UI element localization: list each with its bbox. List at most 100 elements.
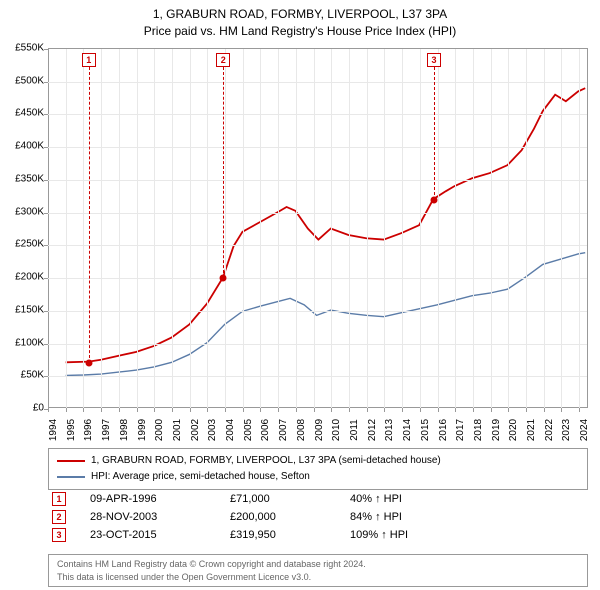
plot-svg: [48, 49, 587, 408]
y-tick-label: £300K: [15, 206, 44, 217]
chart-title-block: 1, GRABURN ROAD, FORMBY, LIVERPOOL, L37 …: [0, 0, 600, 40]
gridline-v: [438, 49, 439, 408]
marker-box-1: 1: [82, 53, 96, 67]
plot-area: 123: [48, 48, 588, 408]
x-tick-label: 2000: [154, 419, 165, 441]
y-tick-label: £450K: [15, 108, 44, 119]
x-tick-label: 2014: [402, 419, 413, 441]
y-tick-label: £250K: [15, 239, 44, 250]
x-tick-label: 2007: [278, 419, 289, 441]
sale-row: 228-NOV-2003£200,00084% ↑ HPI: [48, 508, 588, 526]
x-tick-label: 1997: [101, 419, 112, 441]
x-tick-label: 2012: [367, 419, 378, 441]
gridline-v: [296, 49, 297, 408]
x-tick-label: 2021: [526, 419, 537, 441]
y-tick-mark: [44, 213, 48, 214]
gridline-v: [455, 49, 456, 408]
y-tick-mark: [44, 180, 48, 181]
gridline-v: [402, 49, 403, 408]
gridline-v: [101, 49, 102, 408]
title-line-2: Price paid vs. HM Land Registry's House …: [0, 23, 600, 40]
marker-box-2: 2: [216, 53, 230, 67]
y-tick-mark: [44, 245, 48, 246]
gridline-v: [331, 49, 332, 408]
marker-dot-1: [85, 359, 92, 366]
gridline-h: [48, 278, 587, 279]
x-tick-label: 2018: [473, 419, 484, 441]
sale-row: 323-OCT-2015£319,950109% ↑ HPI: [48, 526, 588, 544]
gridline-v: [473, 49, 474, 408]
gridline-h: [48, 376, 587, 377]
y-tick-label: £350K: [15, 173, 44, 184]
gridline-v: [349, 49, 350, 408]
sale-marker: 2: [52, 510, 66, 524]
legend-item: 1, GRABURN ROAD, FORMBY, LIVERPOOL, L37 …: [57, 453, 579, 469]
series-property: [66, 88, 586, 362]
gridline-v: [119, 49, 120, 408]
gridline-h: [48, 114, 587, 115]
sale-date: 09-APR-1996: [90, 493, 230, 505]
gridline-h: [48, 82, 587, 83]
gridline-h: [48, 245, 587, 246]
x-tick-label: 2013: [384, 419, 395, 441]
y-tick-mark: [44, 344, 48, 345]
gridline-v: [260, 49, 261, 408]
gridline-h: [48, 311, 587, 312]
x-tick-label: 2008: [296, 419, 307, 441]
gridline-v: [83, 49, 84, 408]
gridline-v: [367, 49, 368, 408]
legend: 1, GRABURN ROAD, FORMBY, LIVERPOOL, L37 …: [48, 448, 588, 490]
title-line-1: 1, GRABURN ROAD, FORMBY, LIVERPOOL, L37 …: [0, 6, 600, 23]
marker-line-3: [434, 67, 435, 200]
legend-swatch: [57, 460, 85, 462]
x-tick-label: 2017: [455, 419, 466, 441]
marker-dot-2: [220, 275, 227, 282]
gridline-v: [420, 49, 421, 408]
x-tick-label: 2016: [438, 419, 449, 441]
y-tick-label: £500K: [15, 75, 44, 86]
x-tick-label: 2010: [331, 419, 342, 441]
x-tick-label: 2002: [190, 419, 201, 441]
footer-line-2: This data is licensed under the Open Gov…: [57, 571, 579, 584]
gridline-v: [579, 49, 580, 408]
x-tick-label: 2001: [172, 419, 183, 441]
legend-swatch: [57, 476, 85, 478]
x-tick-label: 2015: [420, 419, 431, 441]
y-tick-label: £150K: [15, 304, 44, 315]
marker-dot-3: [430, 196, 437, 203]
sales-table: 109-APR-1996£71,00040% ↑ HPI228-NOV-2003…: [48, 490, 588, 544]
gridline-v: [137, 49, 138, 408]
x-tick-label: 2024: [579, 419, 590, 441]
gridline-v: [207, 49, 208, 408]
gridline-v: [314, 49, 315, 408]
y-tick-label: £50K: [21, 370, 44, 381]
marker-line-1: [89, 67, 90, 363]
gridline-v: [526, 49, 527, 408]
x-tick-label: 2023: [561, 419, 572, 441]
gridline-v: [243, 49, 244, 408]
series-hpi: [66, 253, 586, 376]
x-tick-label: 1996: [83, 419, 94, 441]
gridline-h: [48, 344, 587, 345]
x-tick-label: 2006: [260, 419, 271, 441]
y-tick-label: £100K: [15, 337, 44, 348]
y-tick-mark: [44, 49, 48, 50]
y-tick-mark: [44, 278, 48, 279]
gridline-h: [48, 213, 587, 214]
y-tick-mark: [44, 147, 48, 148]
gridline-v: [190, 49, 191, 408]
x-tick-label: 2019: [491, 419, 502, 441]
y-tick-mark: [44, 376, 48, 377]
gridline-v: [384, 49, 385, 408]
sale-marker: 3: [52, 528, 66, 542]
y-tick-label: £400K: [15, 141, 44, 152]
sale-date: 28-NOV-2003: [90, 511, 230, 523]
x-tick-label: 2011: [349, 419, 360, 441]
x-tick-label: 2022: [544, 419, 555, 441]
gridline-h: [48, 147, 587, 148]
gridline-v: [491, 49, 492, 408]
sale-price: £319,950: [230, 529, 350, 541]
y-tick-mark: [44, 114, 48, 115]
gridline-v: [561, 49, 562, 408]
y-tick-label: £200K: [15, 272, 44, 283]
